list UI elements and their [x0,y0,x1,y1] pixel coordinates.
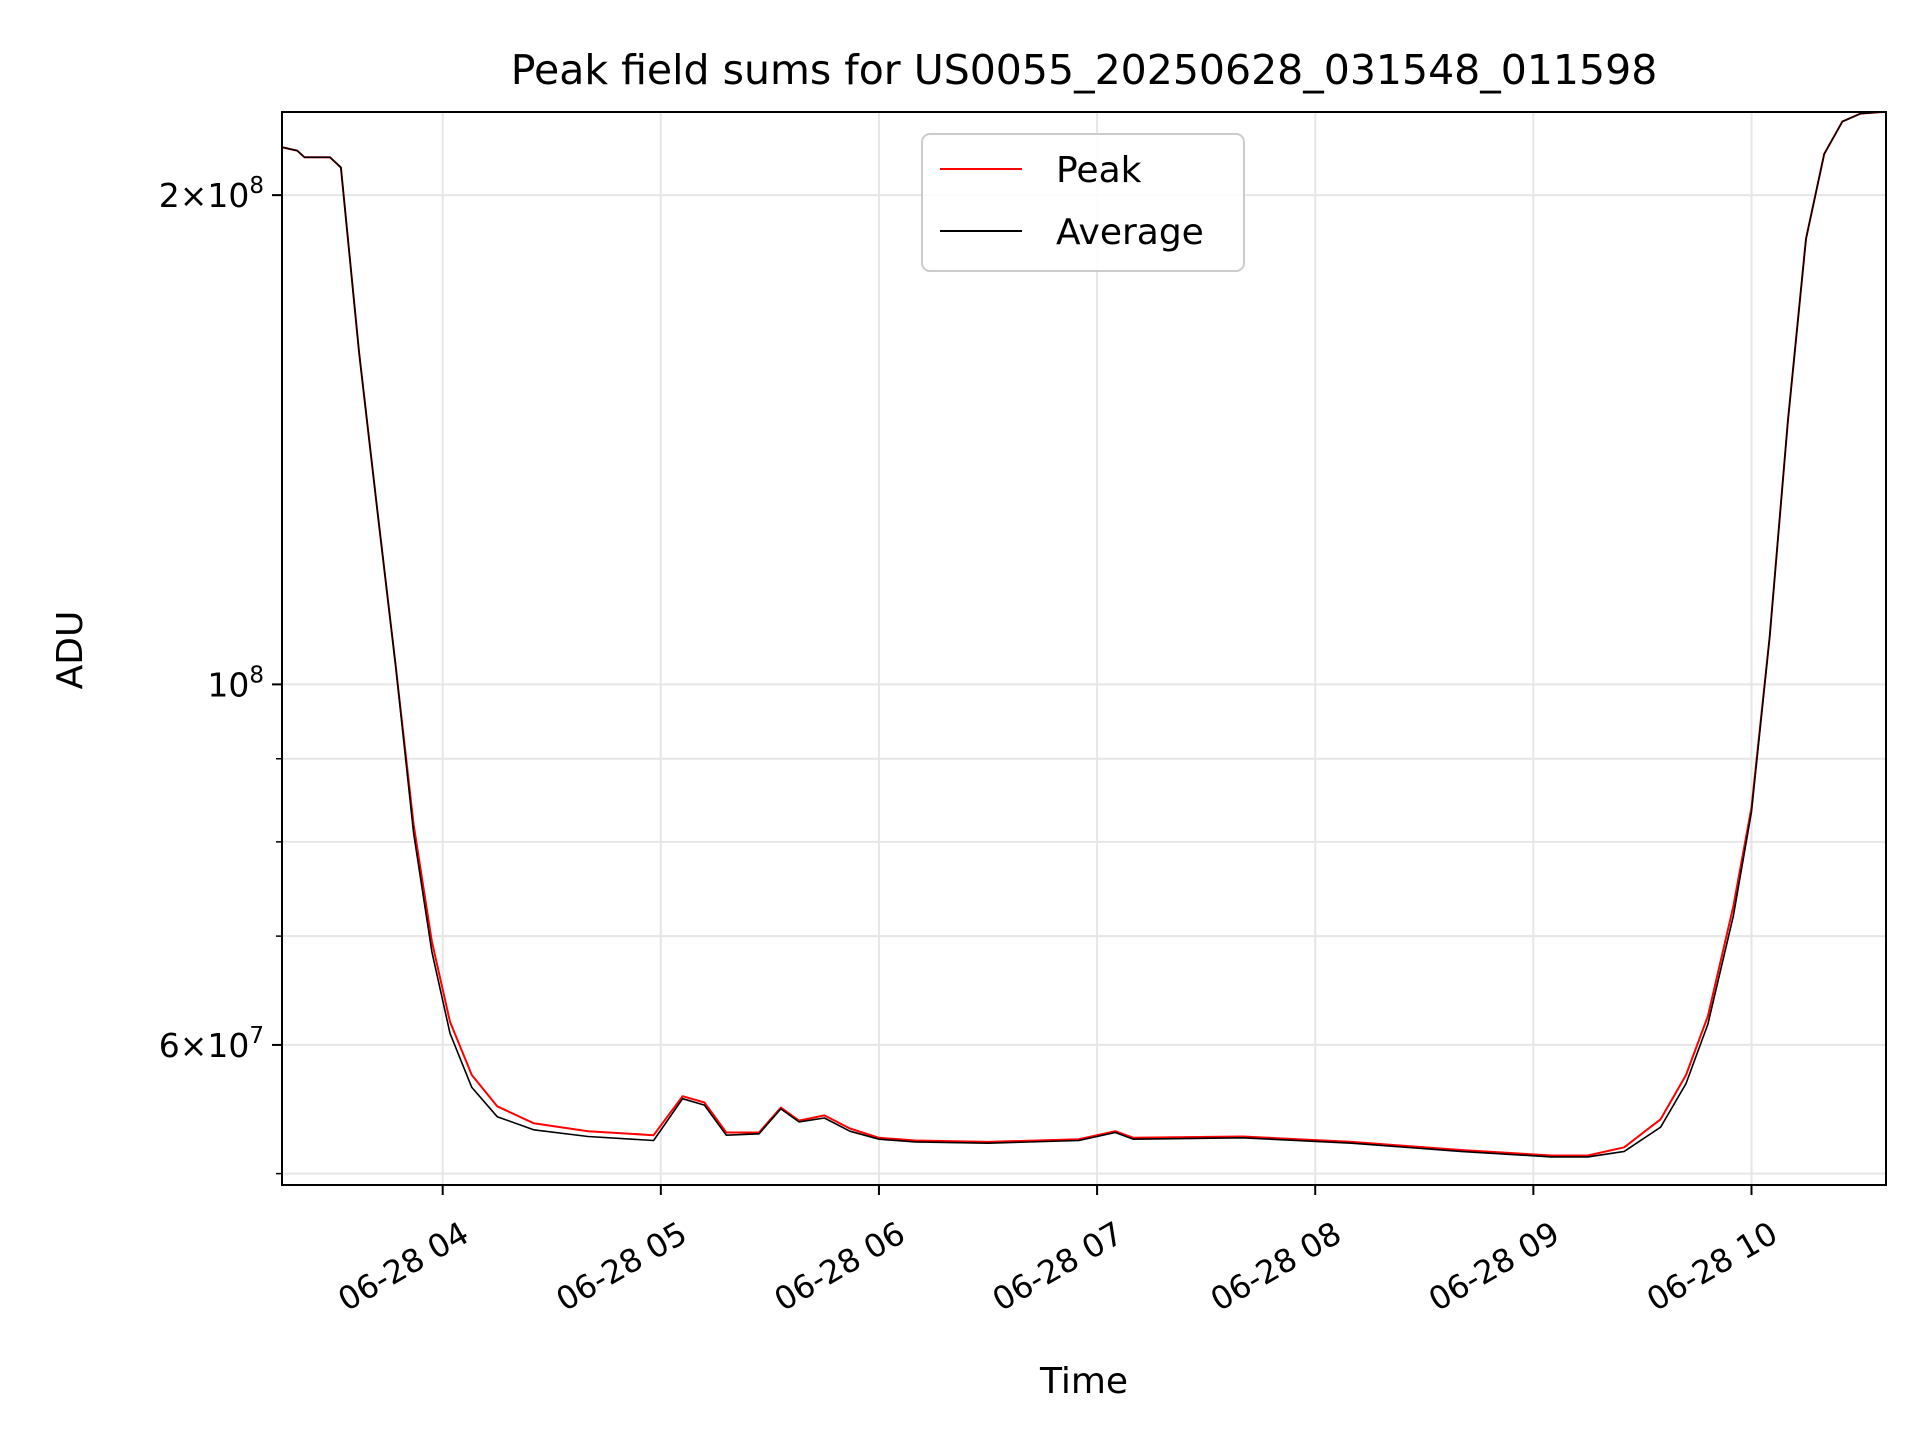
plot-frame [281,111,1887,1186]
series-line-average [282,111,1883,1158]
y-tick-label: 6×107 [159,1023,264,1065]
y-axis: 2×108 108 6×107 [159,173,282,1175]
legend: Peak Average [921,133,1245,272]
x-axis-label: Time [1039,1361,1128,1402]
chart-title: Peak field sums for US0055_20250628_0315… [511,46,1658,94]
series-layer [282,111,1883,1158]
legend-label-average: Average [1056,212,1204,253]
y-axis-label: ADU [50,611,91,690]
y-tick-label: 108 [207,662,264,704]
legend-label-peak: Peak [1056,150,1142,191]
y-tick-label: 2×108 [159,173,264,215]
grid [282,112,1886,1185]
